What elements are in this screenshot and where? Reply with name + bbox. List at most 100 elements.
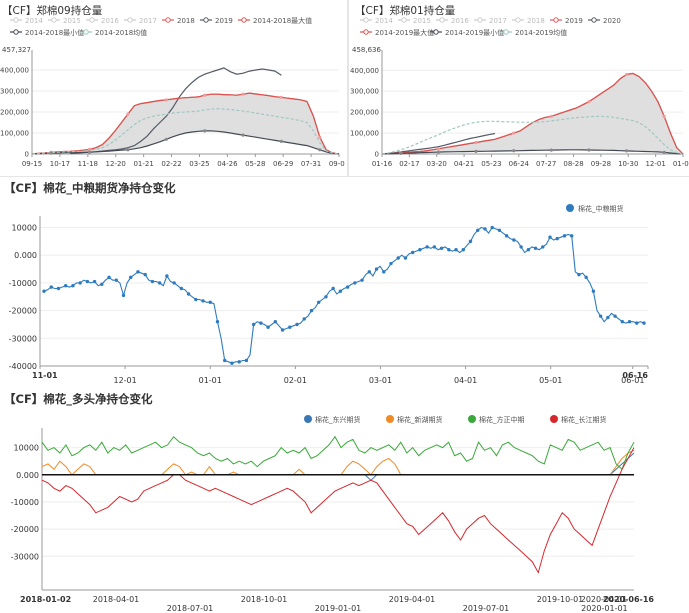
y-tick-label: 400,000: [350, 67, 379, 75]
data-point: [165, 274, 169, 278]
data-point: [474, 149, 478, 153]
data-point: [316, 300, 321, 305]
series-line: [31, 130, 340, 155]
data-point: [570, 234, 574, 238]
x-tick-label: 09-01: [329, 160, 345, 168]
x-tick-label: 10-30: [618, 160, 638, 168]
data-point: [114, 278, 118, 282]
y-tick-label: 200,000: [0, 109, 29, 117]
data-point: [483, 227, 487, 231]
data-point: [624, 72, 629, 77]
legend-label: 2014-2018最小值: [25, 28, 84, 37]
legend-item: 2019: [200, 17, 233, 25]
x-tick-label: 06-16: [622, 371, 648, 380]
data-point: [324, 295, 328, 299]
x-tick-label: 2018-07-01: [167, 604, 214, 613]
x-tick-label: 11-01: [32, 371, 58, 380]
data-point: [410, 250, 415, 255]
legend-marker: [477, 17, 483, 23]
legend-item: 2014-2019均值: [500, 28, 567, 37]
legend-item: 2015: [48, 17, 81, 25]
data-point: [587, 100, 591, 104]
data-point: [345, 285, 350, 289]
y-tick-label: -20000: [9, 307, 37, 316]
data-point: [157, 281, 162, 285]
data-point: [598, 314, 603, 318]
legend-item: 2015: [398, 17, 431, 25]
data-point: [548, 235, 552, 239]
x-tick-label: 2020-06-16: [603, 595, 655, 604]
x-tick-label: 2019-01-01: [315, 604, 362, 613]
data-point: [624, 149, 629, 153]
chart-long-net-position: 棉花_东兴期货 棉花_新湖期货 棉花_方正中期 棉花_长江期货 -30000 -20000…: [11, 415, 655, 613]
data-point: [389, 261, 393, 266]
chart-panel-cf09: 【CF】郑棉09持仓量 2014 2015 2016 2017 2018 2019 2014…: [0, 0, 345, 180]
x-tick-label: 05-23: [481, 160, 501, 168]
data-point: [642, 321, 646, 325]
y-tick-label: 300,000: [0, 88, 29, 96]
data-point: [577, 272, 581, 277]
legend-item: 棉花_长江期货: [550, 415, 607, 424]
legend-item: 2014-2018最大值: [238, 16, 312, 25]
legend-item: 2019: [550, 17, 583, 25]
data-point: [549, 148, 553, 152]
data-point: [203, 93, 207, 97]
x-tick-label: 2019-04-01: [389, 595, 436, 604]
data-point: [549, 114, 553, 118]
y-tick-label: 0.000: [14, 251, 37, 260]
x-tick-label: 04-01: [454, 376, 477, 385]
range-band: [32, 93, 339, 154]
legend-item: 2014-2018最小值: [10, 28, 84, 37]
data-point: [662, 114, 666, 118]
data-point: [512, 238, 516, 242]
x-tick-label: 01-02: [673, 160, 689, 168]
legend-label: 2019: [215, 17, 233, 25]
legend-label: 2019: [565, 17, 583, 25]
data-point: [194, 297, 198, 302]
chart-title: 【CF】郑棉09持仓量: [2, 5, 103, 17]
data-point: [418, 247, 422, 252]
x-tick-label: 04-21: [454, 160, 474, 168]
y-tick-label: 0: [375, 151, 379, 159]
data-point: [71, 283, 75, 288]
legend-label: 棉花_新湖期货: [397, 415, 443, 424]
data-point: [56, 286, 61, 291]
data-point: [164, 137, 168, 141]
legend-label: 2014: [25, 17, 43, 25]
legend-item: 棉花_新湖期货: [386, 415, 443, 424]
x-tick-label: 03-01: [369, 376, 392, 385]
legend-label: 2015: [63, 17, 81, 25]
data-point: [201, 299, 205, 303]
x-tick-label: 11-18: [78, 160, 98, 168]
data-point: [126, 148, 130, 152]
x-tick-label: 2020-01-01: [581, 604, 628, 613]
data-point: [447, 247, 451, 252]
x-tick-label: 03-25: [189, 160, 209, 168]
x-tick-label: 12-01: [645, 160, 665, 168]
y-tick-label: 400,000: [0, 67, 29, 75]
legend-marker: [83, 29, 89, 35]
legend-item: 2017: [124, 17, 157, 25]
data-point: [241, 133, 245, 137]
x-tick-label: 2018-01-02: [20, 595, 71, 604]
legend-item: 2016: [436, 17, 469, 25]
data-point: [555, 236, 559, 241]
data-point: [164, 98, 168, 102]
data-point: [613, 314, 617, 318]
legend-label: 2016: [451, 17, 469, 25]
x-tick-label: 01-21: [133, 160, 153, 168]
legend-label: 2014-2019均值: [515, 28, 567, 37]
data-point: [251, 322, 256, 327]
data-point: [318, 135, 322, 139]
y-tick-label: -10000: [9, 279, 37, 288]
data-point: [526, 247, 531, 252]
data-point: [288, 325, 292, 329]
legend-marker: [503, 29, 509, 35]
series-line: [41, 447, 635, 574]
data-point: [512, 131, 516, 135]
x-tick-label: 2018-04-01: [93, 595, 140, 604]
data-point: [403, 256, 408, 260]
legend-label: 棉花_长江期货: [561, 415, 607, 424]
data-point: [627, 319, 632, 324]
legend-label: 2014-2018最大值: [253, 16, 312, 25]
